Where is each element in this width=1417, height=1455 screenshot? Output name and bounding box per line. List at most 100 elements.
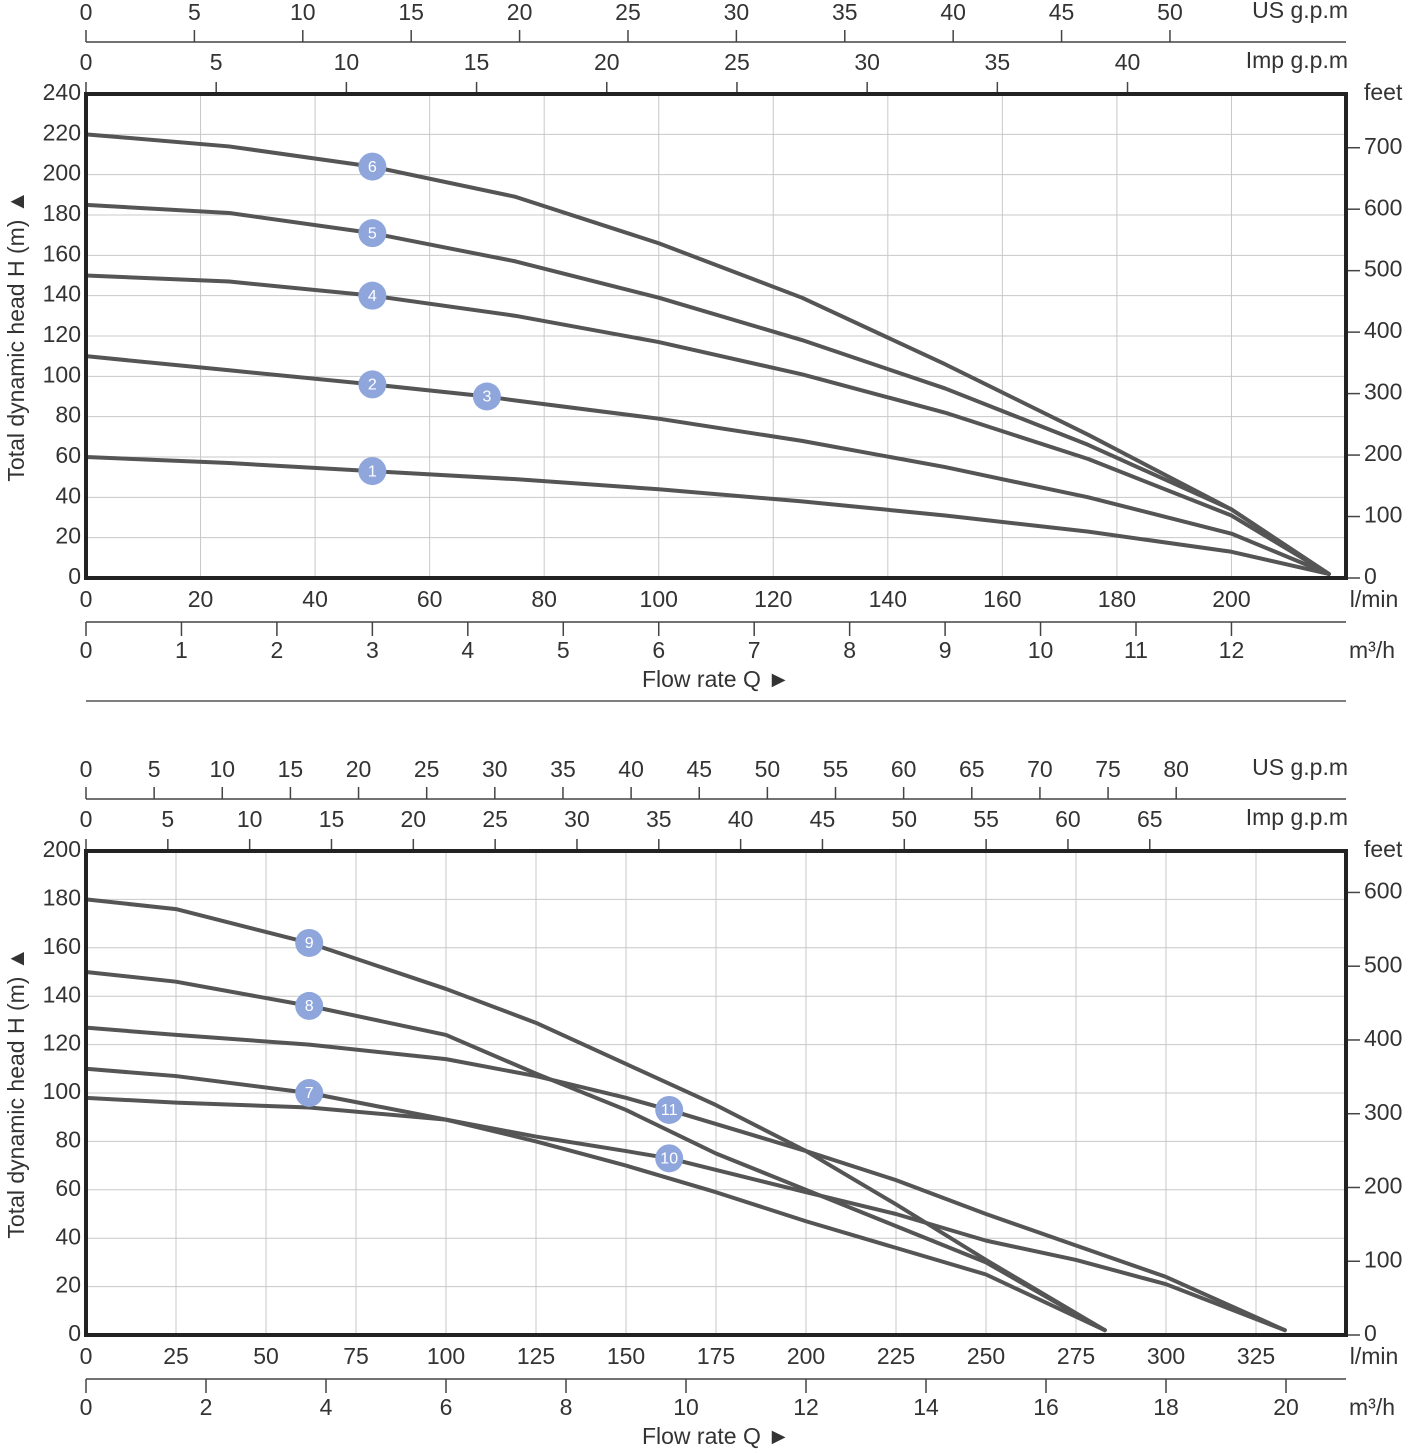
curve-marker bbox=[358, 281, 387, 310]
y-tick-label: 200 bbox=[43, 160, 81, 186]
x3-tick-label: 35 bbox=[832, 0, 858, 25]
x-tick-label: 50 bbox=[253, 1343, 279, 1369]
curve bbox=[84, 132, 1331, 576]
curve-marker bbox=[655, 1095, 684, 1124]
x-tick-label: 100 bbox=[640, 586, 678, 612]
x-tick-label: 325 bbox=[1237, 1343, 1275, 1369]
x-tick-label: 175 bbox=[697, 1343, 735, 1369]
x3-tick-label: 15 bbox=[398, 0, 424, 25]
x-tick-label: 300 bbox=[1147, 1343, 1185, 1369]
x4-tick-label: 10 bbox=[334, 49, 360, 75]
y-tick-label: 180 bbox=[43, 200, 81, 226]
x2-tick-label: 20 bbox=[1273, 1394, 1299, 1420]
x-tick-label: 200 bbox=[787, 1343, 825, 1369]
x-tick-label: 0 bbox=[80, 1343, 93, 1369]
x2-tick-label: 10 bbox=[673, 1394, 699, 1420]
x3-tick-label: 40 bbox=[618, 756, 644, 782]
x4-tick-label: 20 bbox=[401, 806, 427, 832]
plot-frame bbox=[84, 92, 1348, 580]
curve-marker bbox=[358, 457, 387, 486]
y2-tick-label: 500 bbox=[1364, 256, 1402, 282]
x3-tick-label: 10 bbox=[290, 0, 316, 25]
y-tick-label: 80 bbox=[55, 402, 81, 428]
y-tick-label: 0 bbox=[68, 563, 81, 589]
curve-marker bbox=[472, 382, 501, 411]
x-tick-label: 160 bbox=[983, 586, 1021, 612]
marker-label: 1 bbox=[368, 463, 377, 480]
x2-tick-label: 16 bbox=[1033, 1394, 1059, 1420]
x4-tick-label: 30 bbox=[854, 49, 880, 75]
y2-tick-label: 100 bbox=[1364, 1246, 1402, 1272]
y2-tick-label: 300 bbox=[1364, 379, 1402, 405]
x4-tick-label: 0 bbox=[80, 806, 93, 832]
x3-tick-label: 60 bbox=[891, 756, 917, 782]
curve bbox=[84, 897, 1107, 1333]
marker-label: 5 bbox=[368, 225, 377, 242]
x3-tick-label: 25 bbox=[615, 0, 641, 25]
x3-tick-label: 5 bbox=[148, 756, 161, 782]
x2-tick-label: 5 bbox=[557, 637, 570, 663]
y2-tick-label: 0 bbox=[1364, 1320, 1377, 1346]
x-tick-label: 150 bbox=[607, 1343, 645, 1369]
y2-tick-label: 600 bbox=[1364, 194, 1402, 220]
y-tick-label: 240 bbox=[43, 79, 81, 105]
x2-tick-label: 2 bbox=[271, 637, 284, 663]
x3-tick-label: 80 bbox=[1163, 756, 1189, 782]
x4-tick-label: 25 bbox=[724, 49, 750, 75]
x3-tick-label: 70 bbox=[1027, 756, 1053, 782]
x3-tick-label: 5 bbox=[188, 0, 201, 25]
x-tick-label: 0 bbox=[80, 586, 93, 612]
curve-marker bbox=[295, 991, 324, 1020]
x-axis-title: Flow rate Q ► bbox=[642, 666, 790, 692]
x2-tick-label: 8 bbox=[843, 637, 856, 663]
x3-tick-label: 35 bbox=[550, 756, 576, 782]
y2-tick-label: 0 bbox=[1364, 563, 1377, 589]
y-tick-label: 20 bbox=[55, 1272, 81, 1298]
x4-unit: Imp g.p.m bbox=[1246, 804, 1348, 830]
x4-tick-label: 0 bbox=[80, 49, 93, 75]
x3-tick-label: 20 bbox=[507, 0, 533, 25]
x3-tick-label: 30 bbox=[482, 756, 508, 782]
x4-tick-label: 5 bbox=[161, 806, 174, 832]
x2-tick-label: 18 bbox=[1153, 1394, 1179, 1420]
y2-tick-label: 600 bbox=[1364, 878, 1402, 904]
curve-marker bbox=[655, 1144, 684, 1173]
x2-tick-label: 12 bbox=[793, 1394, 819, 1420]
x4-tick-label: 10 bbox=[237, 806, 263, 832]
y-tick-label: 160 bbox=[43, 933, 81, 959]
x4-tick-label: 40 bbox=[1115, 49, 1141, 75]
x2-tick-label: 0 bbox=[80, 637, 93, 663]
x4-tick-label: 35 bbox=[646, 806, 672, 832]
curve bbox=[84, 455, 1331, 576]
x4-tick-label: 50 bbox=[891, 806, 917, 832]
x4-tick-label: 5 bbox=[210, 49, 223, 75]
x4-tick-label: 25 bbox=[482, 806, 508, 832]
x3-tick-label: 25 bbox=[414, 756, 440, 782]
x-tick-label: 75 bbox=[343, 1343, 369, 1369]
plot-frame bbox=[84, 849, 1348, 1337]
curve bbox=[84, 354, 1331, 576]
y-axis-title: Total dynamic head H (m) ▲ bbox=[3, 190, 29, 481]
x3-unit: US g.p.m bbox=[1252, 754, 1348, 780]
x-unit: l/min bbox=[1350, 586, 1399, 612]
x2-tick-label: 14 bbox=[913, 1394, 939, 1420]
y2-tick-label: 100 bbox=[1364, 502, 1402, 528]
y2-unit: feet bbox=[1364, 836, 1403, 862]
x4-unit: Imp g.p.m bbox=[1246, 47, 1348, 73]
x2-tick-label: 4 bbox=[461, 637, 474, 663]
y-tick-label: 60 bbox=[55, 1175, 81, 1201]
x2-unit: m³/h bbox=[1349, 1394, 1395, 1420]
x-tick-label: 20 bbox=[188, 586, 214, 612]
y-tick-label: 140 bbox=[43, 981, 81, 1007]
x3-tick-label: 55 bbox=[823, 756, 849, 782]
y-tick-label: 40 bbox=[55, 482, 81, 508]
x-tick-label: 125 bbox=[517, 1343, 555, 1369]
y-tick-label: 180 bbox=[43, 884, 81, 910]
x2-tick-label: 12 bbox=[1219, 637, 1245, 663]
curve-marker bbox=[295, 1079, 324, 1107]
y2-tick-label: 400 bbox=[1364, 317, 1402, 343]
curve-marker bbox=[295, 928, 324, 957]
x3-tick-label: 20 bbox=[346, 756, 372, 782]
marker-label: 10 bbox=[660, 1151, 678, 1168]
